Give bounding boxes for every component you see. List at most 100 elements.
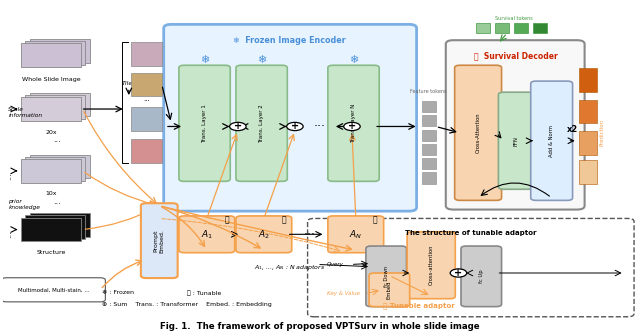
- Text: 20x: 20x: [45, 130, 57, 135]
- Text: ...: ...: [4, 172, 13, 179]
- Polygon shape: [25, 95, 85, 119]
- Text: Fig. 1.  The framework of proposed VPTSurv in whole slide image: Fig. 1. The framework of proposed VPTSur…: [161, 322, 480, 331]
- Text: Key & Value: Key & Value: [326, 291, 360, 296]
- Polygon shape: [29, 39, 90, 63]
- Text: Prediction: Prediction: [599, 119, 604, 147]
- FancyBboxPatch shape: [236, 216, 292, 253]
- FancyBboxPatch shape: [164, 24, 417, 211]
- Bar: [422, 130, 436, 141]
- Text: $A_1$, ..., $A_N$ : N adaptors: $A_1$, ..., $A_N$ : N adaptors: [253, 263, 325, 272]
- Bar: [422, 172, 436, 183]
- Text: Scale
information: Scale information: [8, 107, 42, 118]
- Text: fc Up: fc Up: [479, 269, 484, 283]
- Circle shape: [287, 122, 303, 131]
- Text: Cross-attention: Cross-attention: [429, 245, 434, 285]
- Bar: [532, 23, 547, 33]
- Text: prior
knowledge: prior knowledge: [8, 199, 40, 209]
- Polygon shape: [25, 157, 85, 180]
- Bar: [131, 108, 162, 131]
- Bar: [579, 131, 596, 155]
- FancyBboxPatch shape: [328, 65, 380, 181]
- Bar: [131, 42, 162, 66]
- FancyBboxPatch shape: [1, 278, 106, 302]
- Text: x2: x2: [567, 125, 578, 134]
- FancyBboxPatch shape: [369, 273, 410, 307]
- FancyBboxPatch shape: [308, 218, 634, 317]
- Text: $A_1$: $A_1$: [201, 228, 213, 240]
- Circle shape: [344, 122, 360, 131]
- Text: ⊕ : Sum    Trans. : Transformer    Embed. : Embedding: ⊕ : Sum Trans. : Transformer Embed. : Em…: [102, 302, 271, 307]
- Text: ❄: ❄: [200, 55, 209, 65]
- Polygon shape: [20, 159, 81, 183]
- FancyBboxPatch shape: [531, 81, 573, 200]
- Text: $A_2$: $A_2$: [258, 228, 270, 240]
- Bar: [514, 23, 527, 33]
- Text: Structure: Structure: [36, 250, 65, 255]
- Bar: [422, 144, 436, 155]
- Text: 🔥: 🔥: [224, 215, 228, 224]
- Polygon shape: [25, 215, 85, 239]
- Text: Survival tokens: Survival tokens: [495, 16, 532, 21]
- Bar: [422, 115, 436, 127]
- Bar: [476, 23, 490, 33]
- Text: 10x: 10x: [45, 191, 56, 196]
- Circle shape: [450, 269, 467, 277]
- Bar: [579, 160, 596, 183]
- FancyBboxPatch shape: [446, 40, 584, 209]
- Text: $A_N$: $A_N$: [349, 228, 362, 240]
- Text: Add & Norm: Add & Norm: [549, 125, 554, 157]
- Text: ...: ...: [143, 96, 150, 102]
- Text: Trans. Layer 2: Trans. Layer 2: [259, 104, 264, 143]
- FancyBboxPatch shape: [366, 246, 406, 307]
- Text: Trans. Layer 1: Trans. Layer 1: [202, 104, 207, 143]
- Text: Cross-Attention: Cross-Attention: [476, 113, 481, 153]
- Text: fc Down: fc Down: [384, 266, 388, 287]
- Bar: [131, 73, 162, 96]
- Text: +: +: [348, 122, 356, 132]
- FancyBboxPatch shape: [141, 203, 178, 278]
- Text: ...: ...: [53, 196, 61, 205]
- Bar: [422, 101, 436, 112]
- Text: Prompt
Embed.: Prompt Embed.: [154, 229, 164, 253]
- Text: Feature tokens: Feature tokens: [410, 89, 447, 94]
- Text: Embed: Embed: [387, 281, 392, 299]
- Circle shape: [230, 122, 246, 131]
- Text: FFN: FFN: [514, 136, 518, 146]
- FancyBboxPatch shape: [461, 246, 502, 307]
- Text: +: +: [234, 122, 242, 132]
- Text: Whole Slide Image: Whole Slide Image: [22, 77, 80, 82]
- FancyBboxPatch shape: [179, 65, 230, 181]
- Bar: [579, 68, 596, 92]
- Text: +: +: [291, 122, 299, 132]
- Text: Trans. Layer N: Trans. Layer N: [351, 104, 356, 143]
- Text: ...: ...: [4, 230, 13, 238]
- Text: ❄  Frozen Image Encoder: ❄ Frozen Image Encoder: [234, 36, 346, 45]
- Text: 🔥  Survival Decoder: 🔥 Survival Decoder: [474, 52, 557, 61]
- FancyBboxPatch shape: [454, 65, 502, 200]
- FancyBboxPatch shape: [499, 92, 534, 189]
- FancyBboxPatch shape: [179, 216, 235, 253]
- Polygon shape: [29, 155, 90, 178]
- Polygon shape: [29, 93, 90, 117]
- Text: Query: Query: [326, 262, 343, 267]
- Polygon shape: [29, 213, 90, 237]
- Text: 🔥: 🔥: [373, 215, 378, 224]
- Bar: [131, 139, 162, 163]
- Text: 🔥 Tunable adaptor: 🔥 Tunable adaptor: [383, 302, 454, 309]
- FancyBboxPatch shape: [236, 65, 287, 181]
- Text: Tiles: Tiles: [122, 81, 136, 86]
- Text: ···: ···: [304, 228, 316, 241]
- Polygon shape: [20, 43, 81, 67]
- FancyBboxPatch shape: [407, 232, 455, 299]
- Polygon shape: [20, 97, 81, 121]
- Polygon shape: [20, 218, 81, 241]
- Bar: [422, 158, 436, 169]
- Text: ❄: ❄: [349, 55, 358, 65]
- Text: The structure of tunable adaptor: The structure of tunable adaptor: [404, 229, 536, 235]
- Bar: [579, 100, 596, 123]
- Text: ❄ : Frozen: ❄ : Frozen: [102, 290, 134, 295]
- Bar: [495, 23, 509, 33]
- Text: 🔥 : Tunable: 🔥 : Tunable: [187, 290, 221, 296]
- Text: ❄: ❄: [257, 55, 266, 65]
- Text: +: +: [454, 268, 463, 278]
